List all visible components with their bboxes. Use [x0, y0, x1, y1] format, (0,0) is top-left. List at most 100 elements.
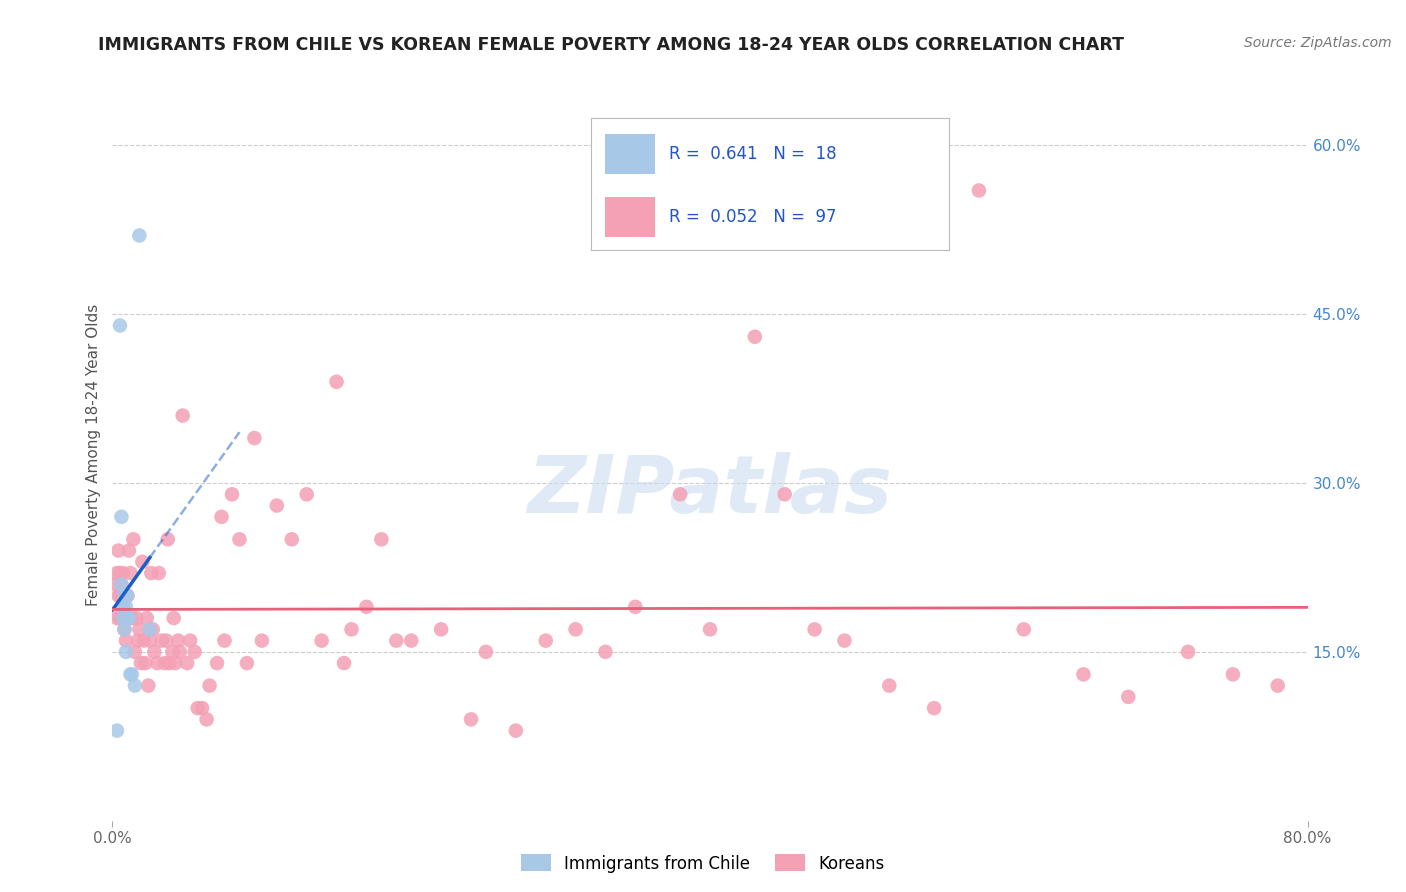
Point: [132, 633, 155, 648]
Point: [146, 656, 169, 670]
Point: [125, 611, 148, 625]
Point: [221, 487, 243, 501]
Point: [922, 701, 945, 715]
Point: [699, 623, 721, 637]
Point: [108, 589, 131, 603]
Point: [460, 712, 482, 726]
Point: [967, 184, 990, 198]
Text: ZIPatlas: ZIPatlas: [527, 452, 893, 531]
Point: [118, 543, 141, 558]
Point: [110, 611, 132, 625]
Point: [176, 656, 198, 670]
Point: [129, 656, 152, 670]
Point: [115, 599, 138, 614]
Point: [128, 228, 150, 243]
Point: [110, 589, 132, 603]
Point: [108, 611, 131, 625]
Point: [117, 589, 139, 603]
Point: [340, 623, 363, 637]
Point: [114, 623, 135, 637]
Point: [669, 487, 692, 501]
Point: [138, 679, 160, 693]
Point: [165, 656, 187, 670]
Point: [117, 611, 139, 625]
Point: [169, 645, 191, 659]
Point: [139, 623, 162, 637]
Point: [250, 633, 273, 648]
Point: [131, 555, 153, 569]
Point: [198, 679, 221, 693]
Point: [325, 375, 347, 389]
Point: [120, 667, 142, 681]
Point: [142, 623, 165, 637]
Point: [111, 599, 134, 614]
Point: [311, 633, 333, 648]
Point: [107, 543, 129, 558]
Text: IMMIGRANTS FROM CHILE VS KOREAN FEMALE POVERTY AMONG 18-24 YEAR OLDS CORRELATION: IMMIGRANTS FROM CHILE VS KOREAN FEMALE P…: [98, 36, 1125, 54]
Point: [1267, 679, 1289, 693]
Point: [111, 611, 134, 625]
Legend: Immigrants from Chile, Koreans: Immigrants from Chile, Koreans: [515, 847, 891, 880]
Point: [122, 533, 145, 547]
Point: [195, 712, 218, 726]
Point: [773, 487, 796, 501]
Point: [143, 645, 166, 659]
Point: [105, 611, 128, 625]
Point: [153, 656, 176, 670]
Point: [117, 589, 139, 603]
Point: [121, 611, 143, 625]
Point: [141, 566, 163, 580]
Point: [430, 623, 453, 637]
Point: [115, 633, 138, 648]
Point: [111, 566, 134, 580]
Point: [128, 623, 150, 637]
Point: [105, 566, 128, 580]
Text: Source: ZipAtlas.com: Source: ZipAtlas.com: [1244, 36, 1392, 50]
Point: [187, 701, 209, 715]
Point: [1012, 623, 1035, 637]
Point: [624, 599, 647, 614]
Point: [148, 566, 170, 580]
Point: [114, 611, 135, 625]
Point: [534, 633, 557, 648]
Point: [115, 645, 138, 659]
Point: [162, 645, 183, 659]
Point: [150, 633, 173, 648]
Point: [281, 533, 304, 547]
Point: [111, 599, 134, 614]
Point: [1118, 690, 1140, 704]
Point: [108, 566, 131, 580]
Point: [401, 633, 423, 648]
Point: [834, 633, 856, 648]
Point: [108, 318, 131, 333]
Point: [156, 533, 179, 547]
Point: [243, 431, 266, 445]
Point: [163, 611, 186, 625]
Point: [191, 701, 214, 715]
Point: [564, 623, 586, 637]
Point: [228, 533, 250, 547]
Point: [475, 645, 498, 659]
Point: [211, 509, 233, 524]
Point: [179, 633, 201, 648]
Point: [110, 509, 132, 524]
Point: [121, 667, 143, 681]
Point: [183, 645, 205, 659]
Y-axis label: Female Poverty Among 18-24 Year Olds: Female Poverty Among 18-24 Year Olds: [86, 304, 101, 606]
Point: [295, 487, 318, 501]
Point: [356, 599, 378, 614]
Point: [124, 645, 146, 659]
Point: [595, 645, 617, 659]
Point: [879, 679, 901, 693]
Point: [157, 656, 180, 670]
Point: [155, 633, 177, 648]
Point: [167, 633, 190, 648]
Point: [134, 656, 156, 670]
Point: [120, 566, 142, 580]
Point: [505, 723, 527, 738]
Point: [105, 723, 128, 738]
Point: [110, 577, 132, 591]
Point: [385, 633, 408, 648]
Point: [333, 656, 356, 670]
Point: [135, 611, 157, 625]
